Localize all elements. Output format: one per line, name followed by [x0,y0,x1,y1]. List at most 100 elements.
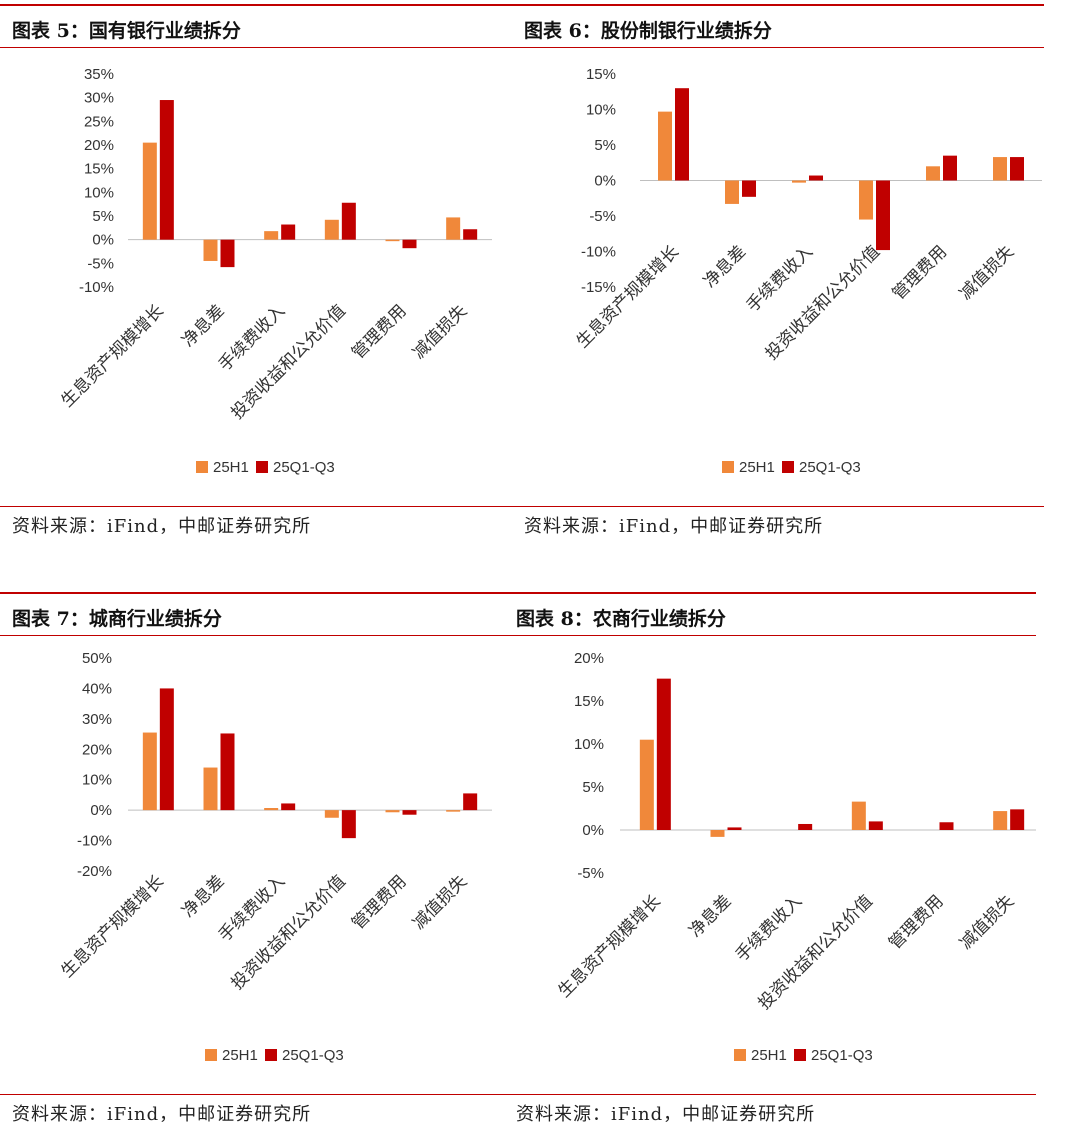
x-category-label: 净息差 [178,872,227,921]
x-category-label: 减值损失 [956,891,1018,953]
y-tick-label: 15% [586,66,616,83]
bar-25q1-q3 [876,180,890,251]
source-note: 资料来源：iFind，中邮证券研究所 [12,516,312,537]
bar-chart: -15%-10%-5%0%5%10%15%生息资产规模增长 净息差手续费收入投资收… [573,66,1042,476]
legend-swatch [265,1049,277,1061]
title-divider [0,47,532,48]
y-tick-label: 5% [92,208,114,225]
x-category-label: 生息资产规模增长 [58,872,168,982]
y-tick-label: 15% [84,161,114,178]
x-category-label: 手续费收入 [743,242,817,316]
bar-25q1-q3 [675,88,689,181]
y-tick-label: 10% [574,736,604,753]
top-divider [512,4,1044,6]
legend-swatch [205,1049,217,1061]
bar-25h1 [203,239,218,261]
top-divider [0,592,532,594]
bar-25q1-q3 [159,688,174,811]
legend-swatch [722,461,734,473]
x-category-label: 管理费用 [348,872,410,934]
bar-25q1-q3 [281,224,296,240]
y-tick-label: 0% [582,822,604,839]
bar-25h1 [851,801,866,830]
y-tick-label: -10% [581,244,616,261]
y-tick-label: -5% [87,255,114,272]
title-divider [504,635,1036,636]
bar-25q1-q3 [463,229,478,240]
y-tick-label: -15% [581,279,616,296]
source-note: 资料来源：iFind，中邮证券研究所 [12,1104,312,1125]
bar-25q1-q3 [943,155,957,181]
top-divider [504,592,1036,594]
legend-label: 25H1 [213,459,249,476]
bar-25h1 [446,217,461,240]
bar-25h1 [142,142,157,240]
bar-25h1 [446,810,461,812]
bar-25h1 [324,810,339,818]
source-note: 资料来源：iFind，中邮证券研究所 [524,516,824,537]
chart-panel-rural-banks: 图表 8：农商行业绩拆分 -5% 0% 5% 10% 15% 20% 生息资产规模增长 净息差… [504,592,1036,1147]
y-tick-label: 0% [594,173,616,190]
bar-25q1-q3 [402,239,417,249]
legend-label: 25Q1-Q3 [282,1047,344,1064]
bar-chart: -10% -5% 0% 5% 10% 15% 20% 25% 30% 35% 生息资产规模增长 净息差… [58,66,492,476]
y-tick-label: 15% [574,693,604,710]
bar-25h1 [792,180,806,183]
y-tick-label: -20% [77,863,112,880]
bar-25h1 [264,231,279,240]
bar-25h1 [993,157,1007,181]
y-tick-label: 10% [84,184,114,201]
x-category-label: 净息差 [700,242,749,291]
bar-25h1 [264,808,279,811]
bar-25q1-q3 [341,810,356,839]
x-category-label: 减值损失 [956,242,1018,304]
figure-title: 图表 8：农商行业绩拆分 [516,608,726,630]
bar-25q1-q3 [220,733,235,811]
top-divider [0,4,532,6]
x-category-label: 投资收益和公允价值 [228,872,350,994]
bar-25h1 [324,219,339,240]
bar-25q1-q3 [656,678,671,830]
y-tick-label: 10% [586,102,616,119]
bar-25h1 [725,180,739,204]
bar-25q1-q3 [1010,157,1024,181]
y-tick-label: -10% [77,833,112,850]
bottom-divider [0,1094,532,1095]
legend-label: 25Q1-Q3 [273,459,335,476]
legend-swatch [794,1049,806,1061]
bar-25q1-q3 [159,100,174,240]
y-tick-label: 30% [82,711,112,728]
bar-25q1-q3 [463,793,478,811]
y-tick-label: 40% [82,680,112,697]
x-category-label: 减值损失 [409,301,471,363]
y-tick-label: 20% [82,741,112,758]
y-tick-label: 20% [84,137,114,154]
bar-25q1-q3 [809,175,823,181]
bar-25h1 [859,180,873,220]
x-category-label: 投资收益和公允价值 [762,242,884,364]
x-category-label: 管理费用 [889,242,951,304]
x-category-label: 净息差 [685,891,734,940]
bar-25q1-q3 [281,803,296,811]
bar-25h1 [203,767,218,811]
bar-25q1-q3 [868,821,883,830]
bar-25q1-q3 [798,823,813,830]
legend-swatch [734,1049,746,1061]
y-tick-label: 0% [92,232,114,249]
figure-title: 图表 6：股份制银行业绩拆分 [524,20,772,42]
bar-25h1 [385,810,400,813]
bar-25q1-q3 [341,202,356,240]
title-divider [0,635,532,636]
legend-label: 25H1 [751,1047,787,1064]
bar-25q1-q3 [742,180,756,197]
y-tick-label: 50% [82,650,112,667]
chart-panel-joint-stock-banks: 图表 6：股份制银行业绩拆分 -15% -10% -5% 0% 5% 10% 15% 生息资产… [512,4,1044,559]
y-tick-label: -5% [589,208,616,225]
figure-title: 图表 5：国有银行业绩拆分 [12,20,241,42]
x-category-label: 手续费收入 [732,891,806,965]
x-category-label: 投资收益和公允价值 [228,301,350,423]
bar-25h1 [142,732,157,811]
y-tick-label: 20% [574,650,604,667]
x-category-label: 管理费用 [885,891,947,953]
title-divider [512,47,1044,48]
